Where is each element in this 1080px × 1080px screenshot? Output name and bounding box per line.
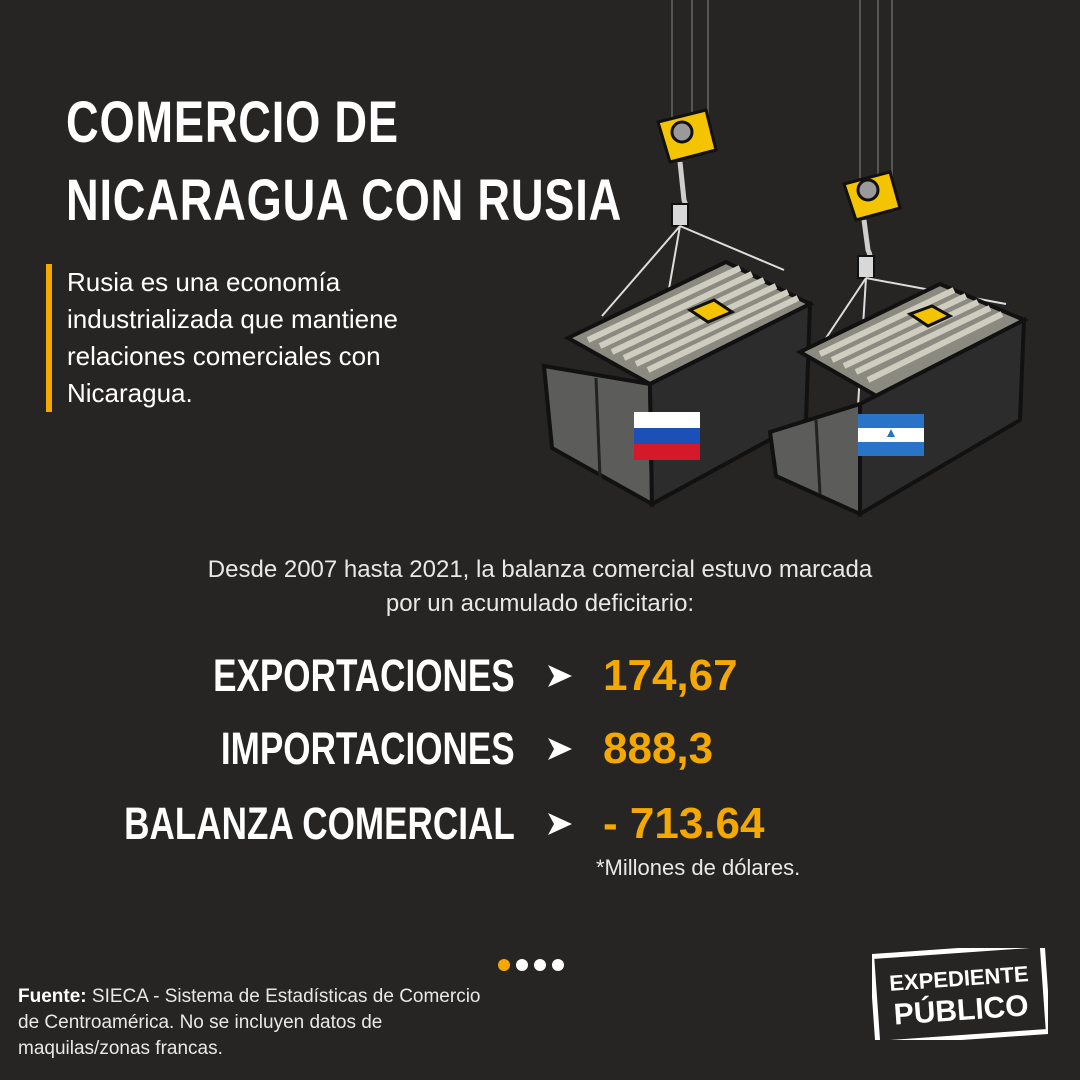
intro-text: Rusia es una economía industrializada qu… [67, 267, 398, 408]
stat-value: 174,67 [603, 651, 738, 700]
intro-block: Rusia es una economía industrializada qu… [46, 264, 507, 412]
containers-illustration [541, 0, 1029, 518]
russia-flag-icon [634, 412, 700, 460]
source-note: Fuente: SIECA - Sistema de Estadísticas … [18, 984, 488, 1062]
arrow-right-icon [548, 665, 572, 687]
expediente-publico-logo: EXPEDIENTE PÚBLICO [872, 948, 1048, 1040]
stat-row-exports: EXPORTACIONES 174,67 [0, 646, 1080, 706]
source-label: Fuente: [18, 986, 87, 1007]
stat-row-imports: IMPORTACIONES 888,3 [0, 719, 1080, 779]
stat-label: IMPORTACIONES [221, 723, 515, 774]
crane-hook-icon [656, 0, 718, 227]
unit-note: *Millones de dólares. [596, 855, 801, 880]
shipping-container-icon [767, 277, 1029, 518]
stat-label: BALANZA COMERCIAL [124, 798, 515, 849]
lead-text: Desde 2007 hasta 2021, la balanza comerc… [90, 553, 990, 621]
title-line-1: COMERCIO DE [66, 90, 399, 155]
source-text: SIECA - Sistema de Estadísticas de Comer… [18, 986, 481, 1059]
pagination-dot-4[interactable] [552, 959, 564, 971]
pagination-dot-1[interactable] [498, 959, 510, 971]
stat-value: 888,3 [603, 724, 714, 773]
lead-line-2: por un acumulado deficitario: [385, 590, 695, 617]
stat-value: - 713.64 [603, 799, 765, 848]
arrow-right-icon [548, 738, 572, 760]
arrow-right-icon [548, 813, 572, 835]
pagination-dots [498, 959, 564, 971]
shipping-container-icon [541, 225, 815, 508]
crane-hook-icon [842, 0, 902, 279]
page-title: COMERCIO DE NICARAGUA CON RUSIA [66, 84, 622, 240]
lead-line-1: Desde 2007 hasta 2021, la balanza comerc… [207, 556, 873, 583]
nicaragua-flag-icon [858, 414, 924, 456]
stat-row-balance: BALANZA COMERCIAL - 713.64 [0, 794, 1080, 854]
title-line-2: NICARAGUA CON RUSIA [66, 168, 623, 233]
pagination-dot-2[interactable] [516, 959, 528, 971]
stat-label: EXPORTACIONES [213, 650, 515, 701]
pagination-dot-3[interactable] [534, 959, 546, 971]
